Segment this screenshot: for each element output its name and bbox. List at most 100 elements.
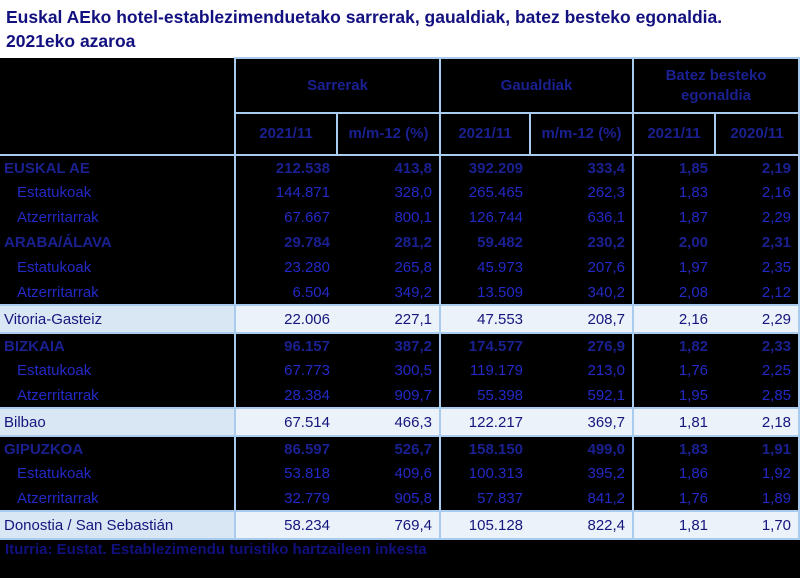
cell-egonaldia-2020-11: 2,31: [715, 230, 800, 255]
cell-gaualdiak-mm12: 499,0: [530, 436, 635, 461]
cell-gaualdiak-mm12: 213,0: [530, 358, 635, 383]
cell-gaualdiak-2021-11: 265.465: [440, 180, 531, 205]
cell-egonaldia-2020-11: 2,18: [715, 407, 800, 437]
row-label: Atzerritarrak: [0, 383, 236, 408]
table-header: Sarrerak Gaualdiak Batez besteko egonald…: [0, 57, 800, 156]
cell-egonaldia-2021-11: 2,16: [633, 304, 716, 334]
cell-sarrerak-mm12: 328,0: [337, 180, 442, 205]
row-label: Estatukoak: [0, 358, 236, 383]
cell-sarrerak-mm12: 409,6: [337, 461, 442, 486]
table-row: Estatukoak 23.280 265,8 45.973 207,6 1,9…: [0, 255, 800, 280]
table-row: Atzerritarrak 32.779 905,8 57.837 841,2 …: [0, 486, 800, 511]
row-label: ARABA/ÁLAVA: [0, 230, 236, 255]
row-label: Estatukoak: [0, 255, 236, 280]
header-group-row: Sarrerak Gaualdiak Batez besteko egonald…: [0, 57, 800, 156]
cell-egonaldia-2020-11: 1,91: [715, 436, 800, 461]
cell-egonaldia-2021-11: 2,08: [633, 280, 716, 305]
cell-egonaldia-2021-11: 1,81: [633, 510, 716, 540]
table-body: EUSKAL AE 212.538 413,8 392.209 333,4 1,…: [0, 155, 800, 540]
cell-gaualdiak-2021-11: 45.973: [440, 255, 531, 280]
table-row: ARABA/ÁLAVA 29.784 281,2 59.482 230,2 2,…: [0, 230, 800, 255]
col-header-gaualdiak-mm12: m/m-12 (%): [529, 112, 635, 156]
cell-sarrerak-2021-11: 67.667: [235, 205, 337, 230]
cell-gaualdiak-mm12: 207,6: [530, 255, 635, 280]
row-label: BIZKAIA: [0, 333, 236, 358]
cell-gaualdiak-mm12: 340,2: [530, 280, 635, 305]
cell-sarrerak-2021-11: 32.779: [235, 486, 337, 511]
cell-sarrerak-2021-11: 29.784: [235, 230, 337, 255]
cell-egonaldia-2021-11: 1,82: [633, 333, 716, 358]
cell-egonaldia-2020-11: 2,85: [715, 383, 800, 408]
cell-gaualdiak-mm12: 822,4: [530, 510, 635, 540]
cell-egonaldia-2020-11: 2,35: [715, 255, 800, 280]
row-label: Atzerritarrak: [0, 205, 236, 230]
row-label: GIPUZKOA: [0, 436, 236, 461]
table-row: Atzerritarrak 28.384 909,7 55.398 592,1 …: [0, 383, 800, 408]
cell-sarrerak-2021-11: 53.818: [235, 461, 337, 486]
cell-sarrerak-mm12: 387,2: [337, 333, 442, 358]
col-header-sarrerak-mm12: m/m-12 (%): [335, 112, 442, 156]
row-label: Atzerritarrak: [0, 486, 236, 511]
report-title: Euskal AEko hotel-establezimenduetako sa…: [6, 7, 723, 52]
cell-gaualdiak-2021-11: 59.482: [440, 230, 531, 255]
table-row: Atzerritarrak 6.504 349,2 13.509 340,2 2…: [0, 280, 800, 305]
table-row: Estatukoak 67.773 300,5 119.179 213,0 1,…: [0, 358, 800, 383]
cell-egonaldia-2020-11: 2,12: [715, 280, 800, 305]
cell-sarrerak-mm12: 800,1: [337, 205, 442, 230]
col-header-egonaldia-2020-11: 2020/11: [714, 112, 800, 156]
cell-sarrerak-2021-11: 144.871: [235, 180, 337, 205]
cell-gaualdiak-mm12: 369,7: [530, 407, 635, 437]
cell-sarrerak-2021-11: 6.504: [235, 280, 337, 305]
cell-egonaldia-2021-11: 1,76: [633, 358, 716, 383]
cell-gaualdiak-2021-11: 158.150: [440, 436, 531, 461]
cell-gaualdiak-2021-11: 392.209: [440, 155, 531, 180]
row-label: Estatukoak: [0, 461, 236, 486]
col-group-gaualdiak: Gaualdiak: [439, 57, 635, 114]
cell-sarrerak-mm12: 265,8: [337, 255, 442, 280]
cell-gaualdiak-2021-11: 122.217: [440, 407, 531, 437]
cell-sarrerak-mm12: 227,1: [337, 304, 442, 334]
cell-gaualdiak-mm12: 395,2: [530, 461, 635, 486]
cell-gaualdiak-2021-11: 126.744: [440, 205, 531, 230]
col-header-sarrerak-2021-11: 2021/11: [234, 112, 338, 156]
cell-gaualdiak-mm12: 276,9: [530, 333, 635, 358]
cell-egonaldia-2021-11: 1,86: [633, 461, 716, 486]
cell-egonaldia-2021-11: 1,83: [633, 180, 716, 205]
cell-sarrerak-2021-11: 22.006: [235, 304, 337, 334]
cell-egonaldia-2021-11: 1,87: [633, 205, 716, 230]
cell-sarrerak-mm12: 769,4: [337, 510, 442, 540]
row-label: Estatukoak: [0, 180, 236, 205]
cell-gaualdiak-2021-11: 105.128: [440, 510, 531, 540]
cell-egonaldia-2021-11: 2,00: [633, 230, 716, 255]
statistics-table: Sarrerak Gaualdiak Batez besteko egonald…: [0, 57, 800, 540]
cell-gaualdiak-2021-11: 174.577: [440, 333, 531, 358]
cell-gaualdiak-2021-11: 119.179: [440, 358, 531, 383]
cell-sarrerak-mm12: 466,3: [337, 407, 442, 437]
cell-sarrerak-mm12: 281,2: [337, 230, 442, 255]
cell-egonaldia-2021-11: 1,81: [633, 407, 716, 437]
cell-sarrerak-2021-11: 23.280: [235, 255, 337, 280]
cell-egonaldia-2021-11: 1,85: [633, 155, 716, 180]
cell-gaualdiak-mm12: 262,3: [530, 180, 635, 205]
table-row: Estatukoak 53.818 409,6 100.313 395,2 1,…: [0, 461, 800, 486]
table-row: Donostia / San Sebastián 58.234 769,4 10…: [0, 510, 800, 540]
table-row: GIPUZKOA 86.597 526,7 158.150 499,0 1,83…: [0, 436, 800, 461]
col-group-sarrerak: Sarrerak: [233, 57, 442, 114]
cell-egonaldia-2020-11: 2,29: [715, 304, 800, 334]
cell-sarrerak-2021-11: 212.538: [235, 155, 337, 180]
col-header-egonaldia-2021-11: 2021/11: [632, 112, 717, 156]
source-note: Iturria: Eustat. Establezimendu turistik…: [0, 540, 800, 578]
cell-sarrerak-2021-11: 67.773: [235, 358, 337, 383]
cell-gaualdiak-2021-11: 13.509: [440, 280, 531, 305]
cell-gaualdiak-2021-11: 55.398: [440, 383, 531, 408]
cell-sarrerak-2021-11: 28.384: [235, 383, 337, 408]
cell-sarrerak-mm12: 413,8: [337, 155, 442, 180]
cell-gaualdiak-2021-11: 57.837: [440, 486, 531, 511]
row-label: Vitoria-Gasteiz: [0, 304, 236, 334]
cell-egonaldia-2021-11: 1,83: [633, 436, 716, 461]
row-label: Bilbao: [0, 407, 236, 437]
cell-gaualdiak-mm12: 636,1: [530, 205, 635, 230]
table-row: Atzerritarrak 67.667 800,1 126.744 636,1…: [0, 205, 800, 230]
col-group-batez-besteko-egonaldia: Batez besteko egonaldia: [632, 57, 800, 114]
row-label: EUSKAL AE: [0, 155, 236, 180]
